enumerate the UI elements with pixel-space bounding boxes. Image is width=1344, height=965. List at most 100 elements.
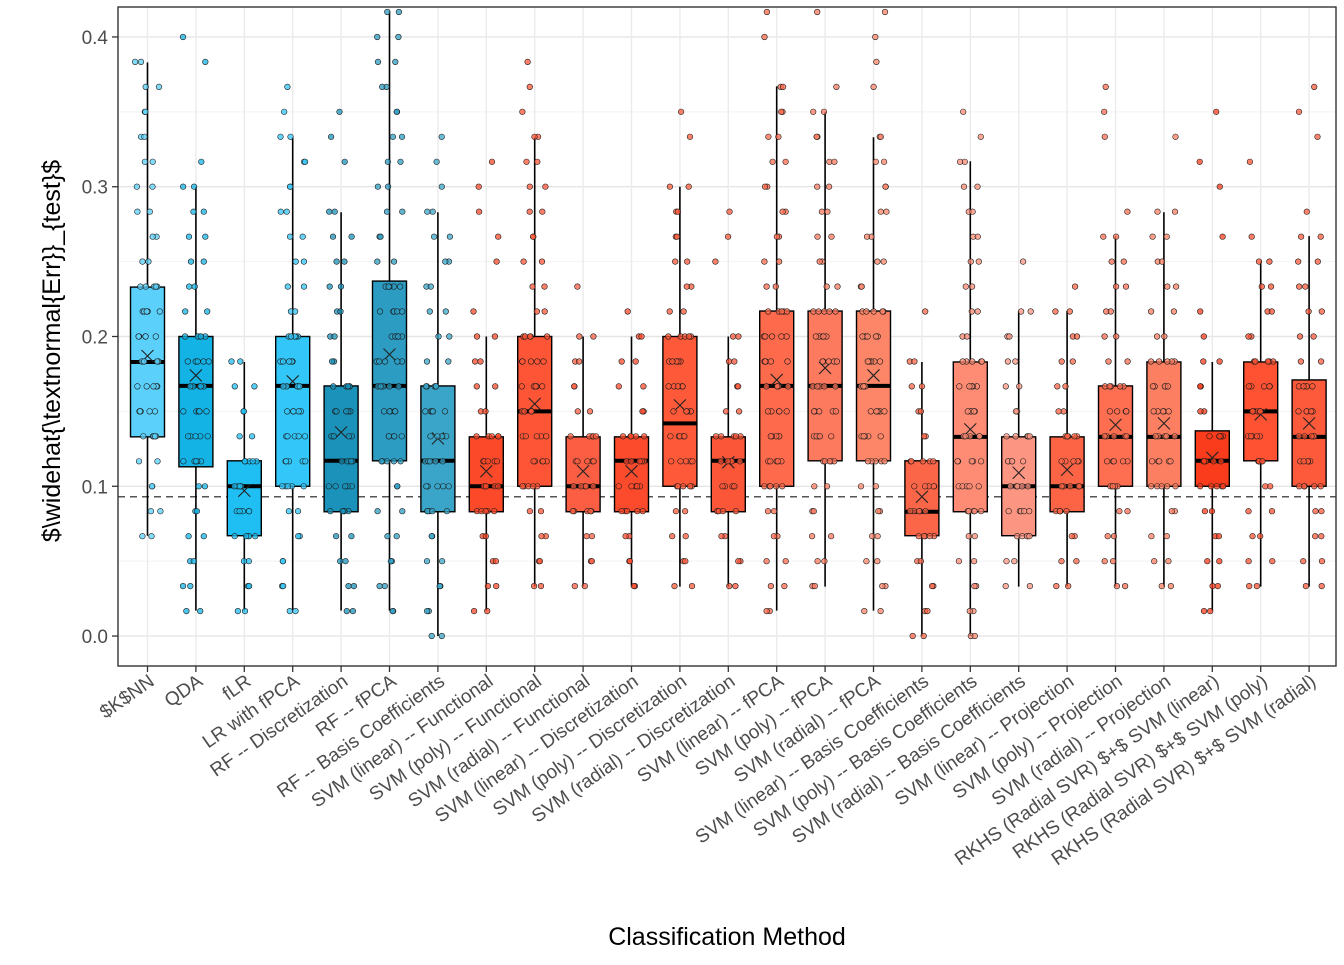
data-point <box>1065 582 1072 590</box>
data-point <box>1113 582 1120 590</box>
data-point <box>956 383 963 390</box>
data-point <box>141 158 148 165</box>
data-point <box>1124 358 1131 365</box>
data-point <box>867 408 875 415</box>
data-point <box>1003 558 1010 565</box>
data-point <box>521 408 528 415</box>
data-point <box>194 358 201 365</box>
data-point <box>880 158 888 165</box>
data-point <box>671 582 678 590</box>
data-point <box>1068 533 1075 540</box>
data-point <box>240 558 248 565</box>
data-point <box>149 183 156 190</box>
data-point <box>638 333 645 340</box>
box-20 <box>1049 311 1085 587</box>
data-point <box>193 508 200 515</box>
data-point <box>495 233 502 240</box>
data-point <box>619 433 627 440</box>
data-point <box>182 333 189 340</box>
data-point <box>1207 607 1214 615</box>
data-point <box>977 133 984 140</box>
data-point <box>1269 558 1276 565</box>
data-point <box>142 83 149 90</box>
data-point <box>292 258 299 265</box>
data-point <box>928 582 936 590</box>
data-point <box>332 483 339 490</box>
data-point <box>666 183 674 190</box>
data-point <box>718 533 725 540</box>
data-point <box>152 283 159 290</box>
data-point <box>680 308 687 315</box>
data-point <box>1101 333 1108 340</box>
data-point <box>1216 183 1223 190</box>
data-point <box>776 408 783 415</box>
data-point <box>198 158 205 165</box>
data-point <box>484 582 492 590</box>
data-point <box>286 358 293 365</box>
box-body <box>613 436 650 513</box>
data-point <box>1108 258 1115 265</box>
data-point <box>1154 208 1161 215</box>
data-point <box>386 383 393 390</box>
data-point <box>389 607 396 615</box>
y-axis-title: $\widehat{\textnormal{Err}}_{test}$ <box>38 160 66 542</box>
data-point <box>976 433 983 440</box>
data-point <box>390 458 398 465</box>
data-point <box>1249 408 1256 415</box>
data-point <box>685 183 692 190</box>
data-point <box>1268 508 1276 515</box>
data-point <box>185 433 192 440</box>
data-point <box>427 458 434 465</box>
data-point <box>384 8 391 16</box>
data-point <box>1201 458 1208 465</box>
box-body <box>759 310 795 487</box>
data-point <box>491 333 499 340</box>
data-point <box>761 258 768 265</box>
box-body <box>904 460 940 537</box>
data-point <box>977 508 985 515</box>
data-point <box>295 408 302 415</box>
data-point <box>301 433 309 440</box>
data-point <box>586 408 594 415</box>
data-point <box>1161 333 1168 340</box>
data-point <box>873 58 880 66</box>
data-point <box>1163 433 1170 440</box>
data-point <box>1107 308 1114 315</box>
data-point <box>530 582 538 590</box>
data-point <box>863 308 870 315</box>
data-point <box>872 483 880 490</box>
data-point <box>630 582 638 590</box>
data-point <box>827 533 835 540</box>
data-point <box>472 358 479 365</box>
data-point <box>180 408 187 415</box>
data-point <box>1124 208 1131 215</box>
data-point <box>385 433 393 440</box>
data-point <box>590 333 597 340</box>
data-point <box>622 533 629 540</box>
data-point <box>825 183 833 190</box>
data-point <box>240 408 247 415</box>
data-point <box>1317 233 1324 240</box>
data-point <box>1305 308 1312 315</box>
data-point <box>427 283 434 290</box>
data-point <box>877 433 884 440</box>
data-point <box>930 458 937 465</box>
data-point <box>192 433 199 440</box>
data-point <box>1073 558 1080 565</box>
data-point <box>1003 433 1010 440</box>
data-point <box>1103 458 1111 465</box>
data-point <box>284 433 291 440</box>
data-point <box>686 483 694 490</box>
data-point <box>439 558 446 565</box>
data-point <box>395 383 402 390</box>
data-point <box>526 183 533 190</box>
data-point <box>767 483 774 490</box>
data-point <box>1106 408 1114 415</box>
data-point <box>1171 433 1178 440</box>
data-point <box>348 233 355 240</box>
data-point <box>1246 582 1253 590</box>
data-point <box>881 8 889 16</box>
data-point <box>1249 533 1256 540</box>
data-point <box>810 508 817 515</box>
